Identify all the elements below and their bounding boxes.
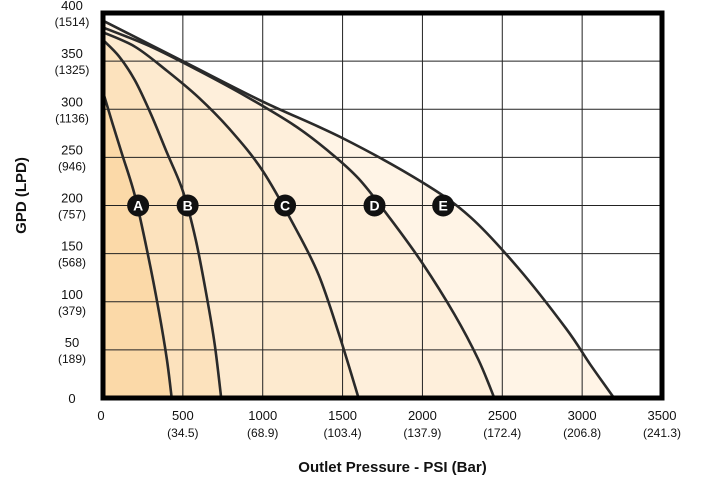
x-tick-label: 2000: [408, 408, 437, 423]
x-tick-label: 1000: [248, 408, 277, 423]
curve-label-badge: [432, 194, 455, 217]
y-tick-label: 250: [61, 142, 83, 157]
x-tick-sublabel: (68.9): [247, 426, 278, 440]
x-tick-sublabel: (241.3): [643, 426, 681, 440]
curve-label-d: D: [363, 194, 386, 217]
y-tick-label: 100: [61, 287, 83, 302]
curve-label-letter: C: [280, 198, 290, 214]
y-tick-sublabel: (568): [58, 256, 86, 270]
x-tick-label: 0: [97, 408, 104, 423]
curve-label-letter: A: [133, 198, 143, 214]
y-tick-sublabel: (379): [58, 304, 86, 318]
x-tick-sublabel: (103.4): [324, 426, 362, 440]
curve-fill-a: [103, 91, 172, 399]
x-axis-title: Outlet Pressure - PSI (Bar): [298, 459, 486, 476]
y-tick-label: 50: [65, 335, 79, 350]
y-tick-sublabel: (189): [58, 352, 86, 366]
y-tick-label: 350: [61, 46, 83, 61]
x-tick-label: 3500: [648, 408, 677, 423]
grid-lines: [103, 13, 662, 398]
y-tick-sublabel: (1136): [55, 111, 89, 125]
curve-label-badge: [127, 194, 150, 217]
plot-frame: [100, 10, 665, 401]
y-axis-title: GPD (LPD): [13, 157, 30, 234]
curve-label-badge: [363, 194, 386, 217]
curve-label-c: C: [274, 194, 297, 217]
x-tick-sublabel: (172.4): [483, 426, 521, 440]
y-tick-sublabel: (946): [58, 159, 86, 173]
curve-line-b: [101, 38, 223, 400]
y-tick-sublabel: (1514): [55, 15, 90, 29]
curve-label-a: A: [127, 194, 150, 217]
x-tick-sublabel: (34.5): [167, 426, 198, 440]
curve-label-e: E: [432, 194, 455, 217]
y-tick-label: 150: [61, 239, 83, 254]
y-tick-sublabel: (1325): [55, 63, 90, 77]
curve-label-letter: E: [439, 198, 448, 214]
x-tick-label: 1500: [328, 408, 357, 423]
x-tick-label: 500: [172, 408, 194, 423]
curve-labels: A B C D E: [127, 194, 455, 217]
curve-label-letter: B: [183, 198, 193, 214]
y-axis-ticks: 0 50 (189) 100 (379) 150 (568) 200 (757) 250 (946)…: [55, 0, 90, 406]
curve-label-letter: D: [369, 198, 379, 214]
y-tick-label: 0: [68, 391, 75, 406]
y-tick-label: 300: [61, 94, 83, 109]
x-tick-label: 3000: [568, 408, 597, 423]
curve-line-e: [101, 19, 616, 400]
y-tick-sublabel: (757): [58, 208, 86, 222]
x-axis-ticks: 0 500 (34.5) 1000 (68.9) 1500 (103.4) 2000 (137.…: [97, 408, 681, 440]
curve-lines: [101, 19, 616, 400]
x-tick-label: 2500: [488, 408, 517, 423]
curve-line-c: [101, 30, 360, 400]
curve-label-badge: [274, 194, 297, 217]
curve-label-b: B: [176, 194, 199, 217]
curve-label-badge: [176, 194, 199, 217]
y-tick-label: 200: [61, 191, 83, 206]
x-tick-sublabel: (206.8): [563, 426, 601, 440]
x-tick-sublabel: (137.9): [403, 426, 441, 440]
y-tick-label: 400: [61, 0, 83, 13]
curve-fills: [103, 20, 615, 399]
curve-line-a: [101, 90, 173, 400]
